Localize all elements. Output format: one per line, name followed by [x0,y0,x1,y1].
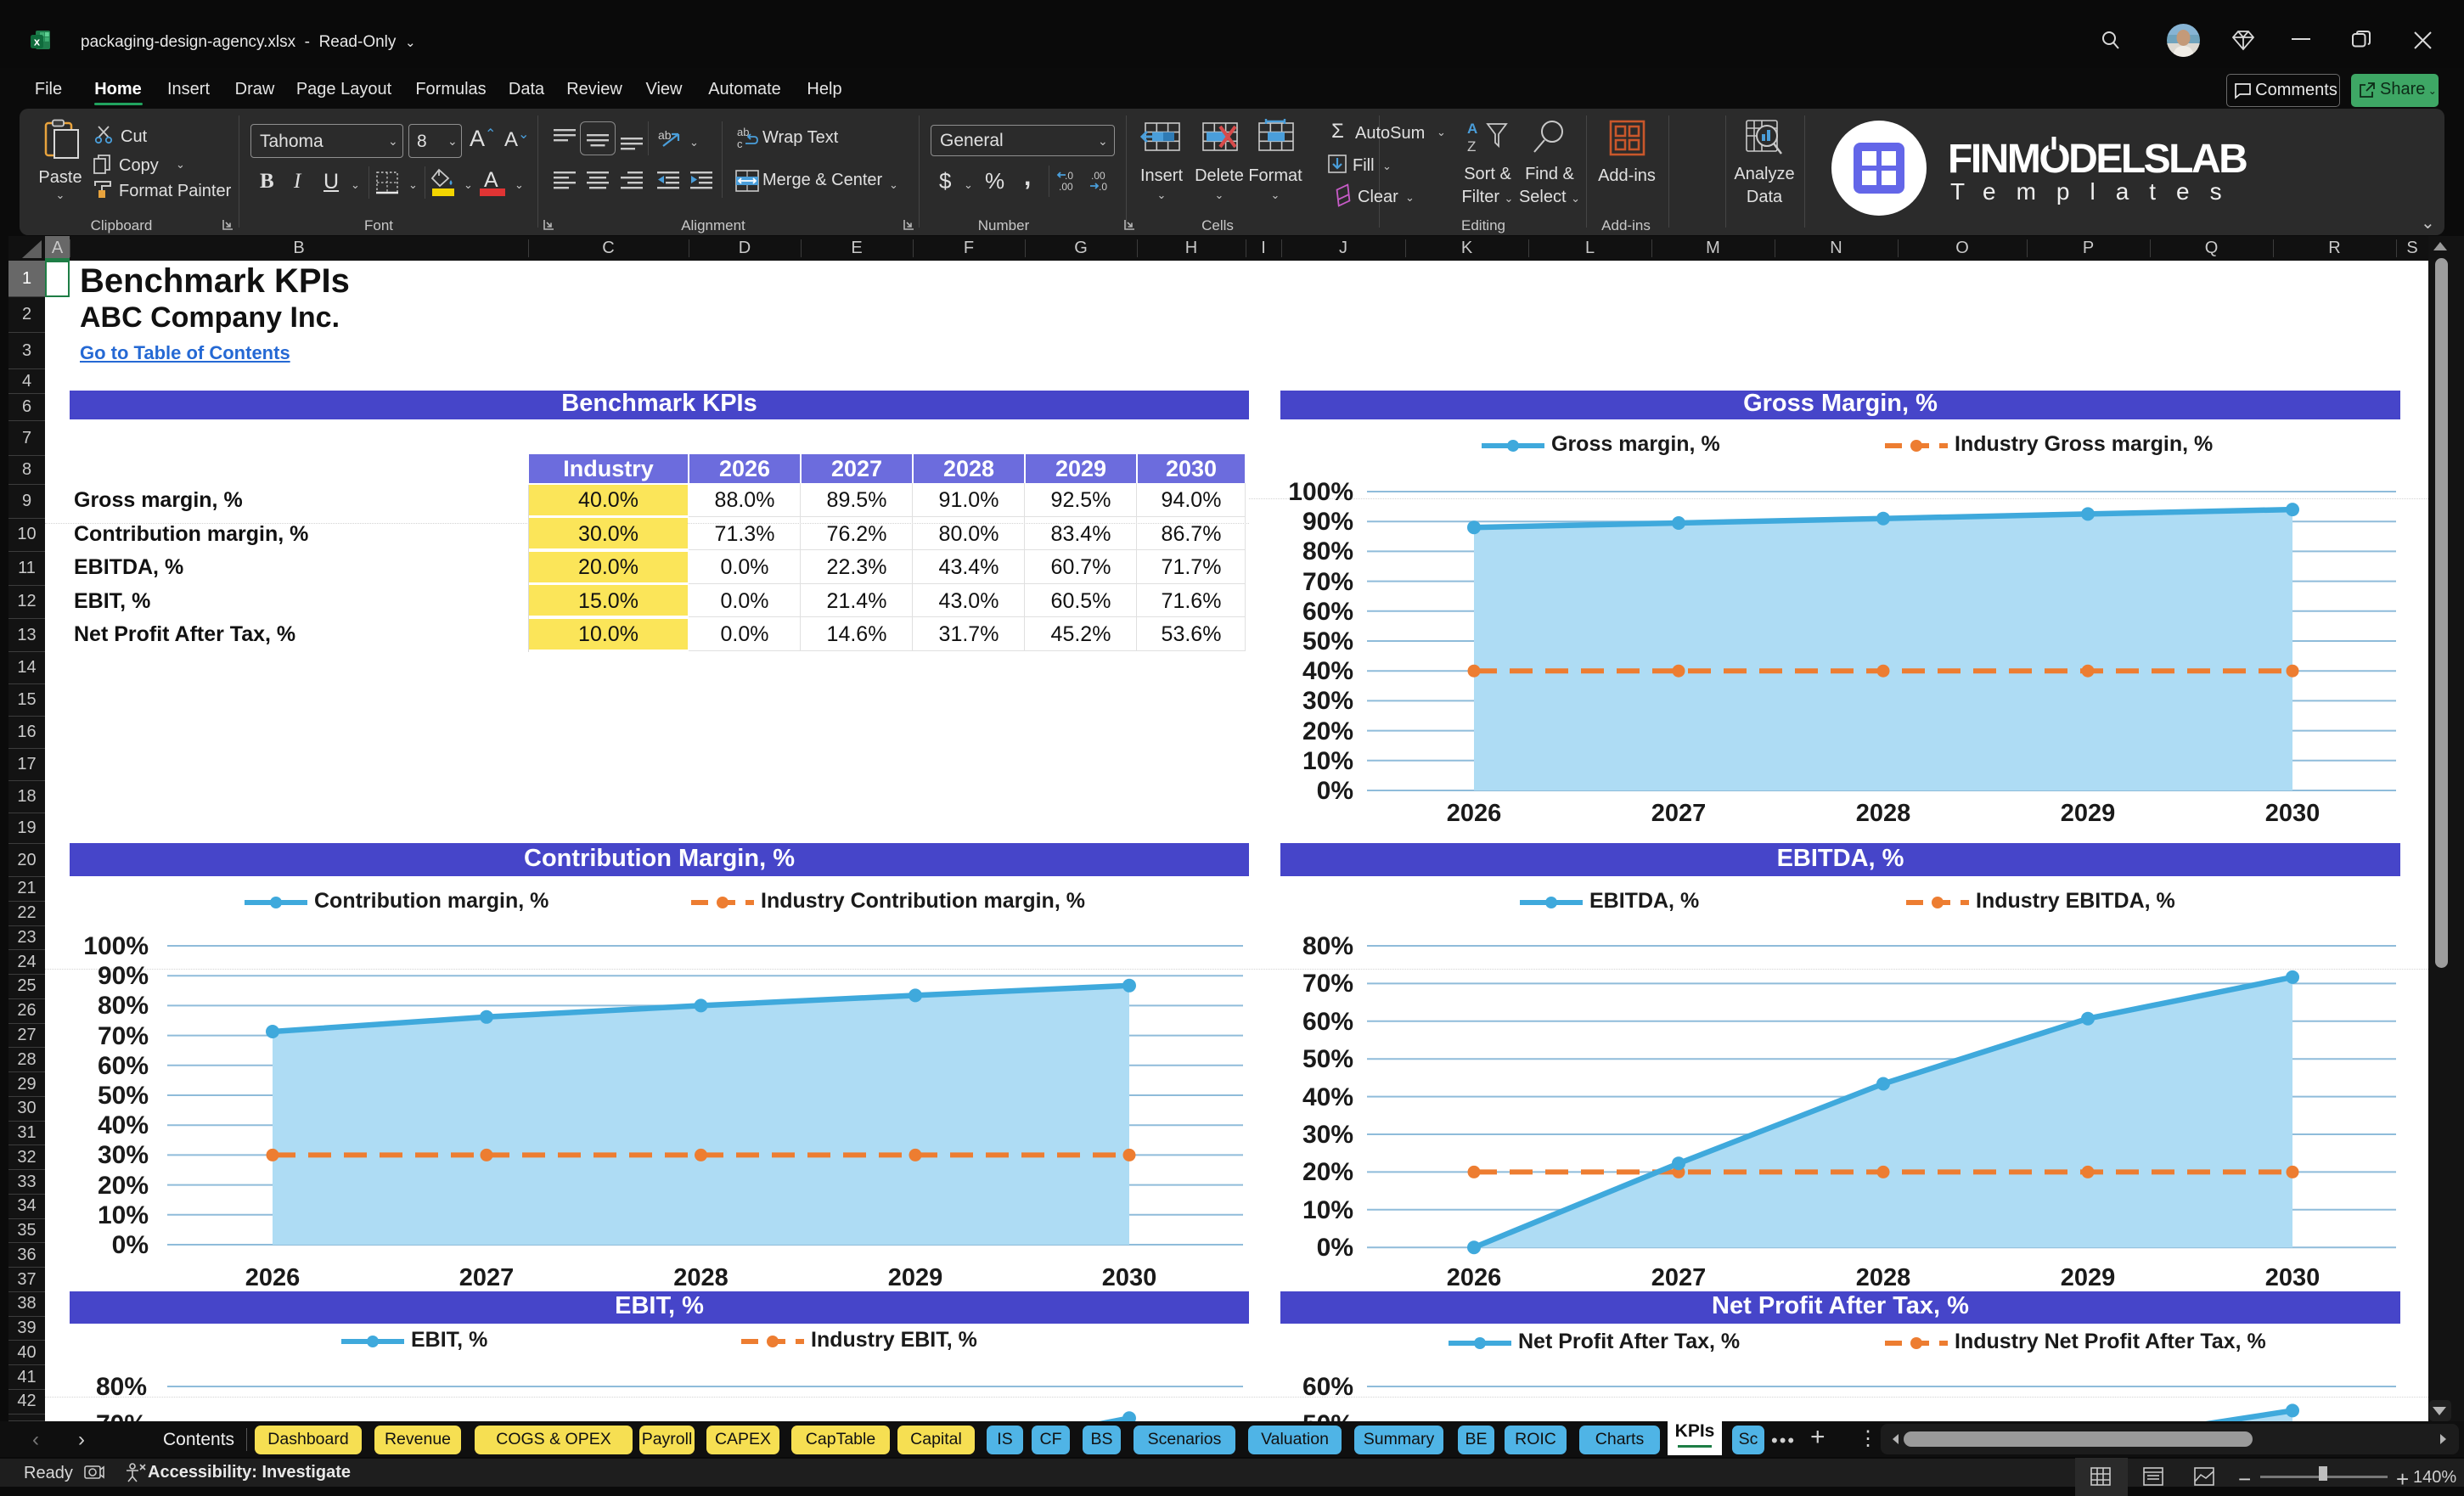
svg-text:ab: ab [737,126,749,138]
svg-text:.0: .0 [1065,170,1073,182]
svg-text:.00: .00 [1091,170,1105,182]
svg-text:.00: .00 [1059,181,1073,193]
svg-text:c: c [737,138,743,150]
svg-text:Z: Z [1467,138,1476,155]
svg-text:ab: ab [658,128,672,142]
svg-text:A: A [1467,121,1477,137]
svg-text:.0: .0 [1099,181,1107,193]
svg-text:x: x [34,36,41,48]
